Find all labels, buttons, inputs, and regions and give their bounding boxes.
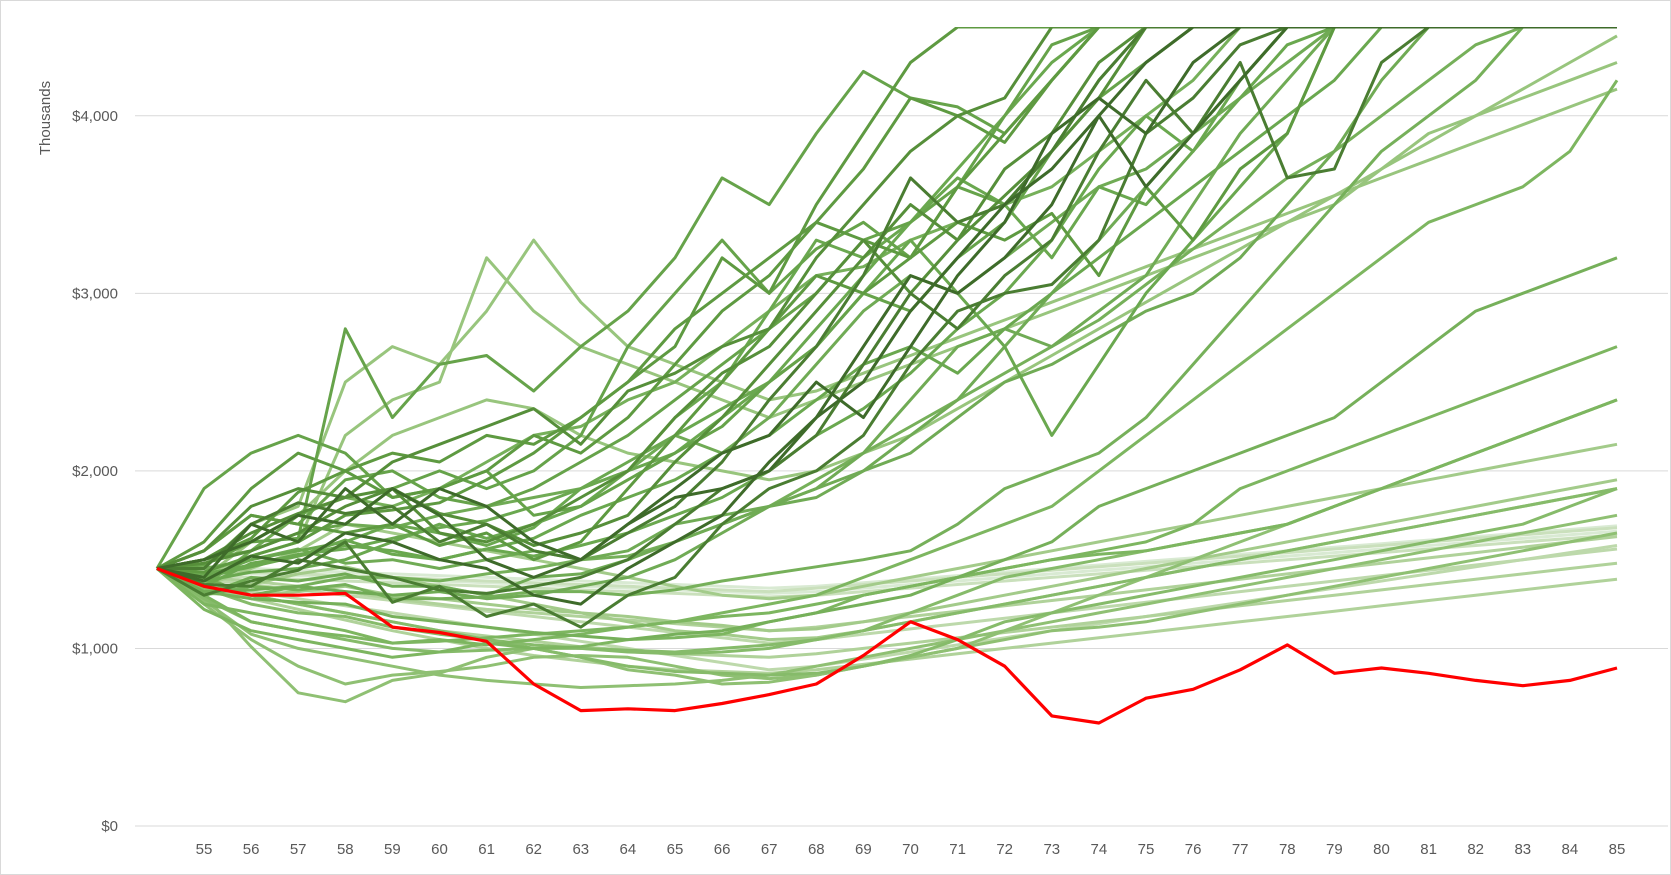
x-tick-label: 64 [620,841,637,858]
x-tick-label: 85 [1609,841,1626,858]
series-line-41 [156,87,1618,570]
series-line-39 [156,513,1618,689]
series-line-22 [156,27,1617,579]
x-tick-label: 79 [1326,841,1343,858]
x-tick-label: 67 [761,841,778,858]
x-tick-label: 72 [996,841,1013,858]
plot-area [155,27,1619,725]
x-tick-label: 76 [1185,841,1202,858]
y-tick-label: $1,000 [72,640,118,657]
series-line-10 [156,27,1617,570]
series-line-19 [156,27,1617,583]
series-line-36 [156,487,1618,654]
x-tick-label: 81 [1420,841,1437,858]
series-line-24 [156,27,1617,597]
x-tick-label: 63 [572,841,589,858]
x-tick-label: 55 [196,841,213,858]
series-line-50 [156,547,1618,645]
x-tick-label: 69 [855,841,872,858]
x-axis-ticks: 55 56 57 58 59 60 61 62 63 64 65 66 67 68 69 70 71 72 73 74… [196,841,1626,858]
series-line-16 [156,27,1617,570]
series-line-7 [156,27,1617,570]
series-line-4 [156,27,1617,595]
x-tick-label: 84 [1562,841,1579,858]
series-line-11 [156,27,1617,570]
series-line-5 [157,27,1617,570]
series-line-30 [156,256,1618,642]
x-tick-label: 80 [1373,841,1390,858]
x-tick-label: 59 [384,841,401,858]
series-line-21 [156,27,1617,588]
series-line-28 [156,27,1617,570]
x-tick-label: 82 [1467,841,1484,858]
y-axis-title: Thousands [37,81,54,155]
series-line-33 [156,79,1619,645]
series-line-12 [156,27,1617,570]
x-tick-label: 77 [1232,841,1249,858]
series-line-23 [156,27,1617,601]
x-tick-label: 71 [949,841,966,858]
x-tick-label: 66 [714,841,731,858]
x-tick-label: 83 [1514,841,1531,858]
x-tick-label: 68 [808,841,825,858]
series-line-2 [156,27,1617,606]
series-line-17 [156,27,1617,570]
series-line-40 [156,61,1618,576]
x-tick-label: 60 [431,841,448,858]
x-tick-label: 74 [1091,841,1108,858]
series-line-1 [156,27,1617,579]
series-line-highlight [156,567,1618,725]
x-tick-label: 62 [525,841,542,858]
series-line-26 [157,27,1617,570]
y-tick-label: $0 [101,818,118,835]
y-tick-label: $3,000 [72,285,118,302]
x-tick-label: 78 [1279,841,1296,858]
x-tick-label: 58 [337,841,354,858]
series-line-8 [156,27,1617,570]
x-tick-label: 73 [1043,841,1060,858]
x-tick-label: 70 [902,841,919,858]
x-tick-label: 75 [1138,841,1155,858]
y-tick-label: $2,000 [72,463,118,480]
x-tick-label: 65 [667,841,684,858]
series-line-3 [156,27,1617,579]
x-tick-label: 57 [290,841,307,858]
x-tick-label: 56 [243,841,260,858]
series-line-49 [156,544,1618,672]
series-line-31 [156,345,1618,647]
y-tick-label: $4,000 [72,108,118,125]
series-line-6 [156,27,1617,629]
series-line-13 [156,27,1617,574]
x-tick-label: 61 [478,841,495,858]
y-axis-ticks: $0 $1,000 $2,000 $3,000 $4,000 [72,108,118,835]
